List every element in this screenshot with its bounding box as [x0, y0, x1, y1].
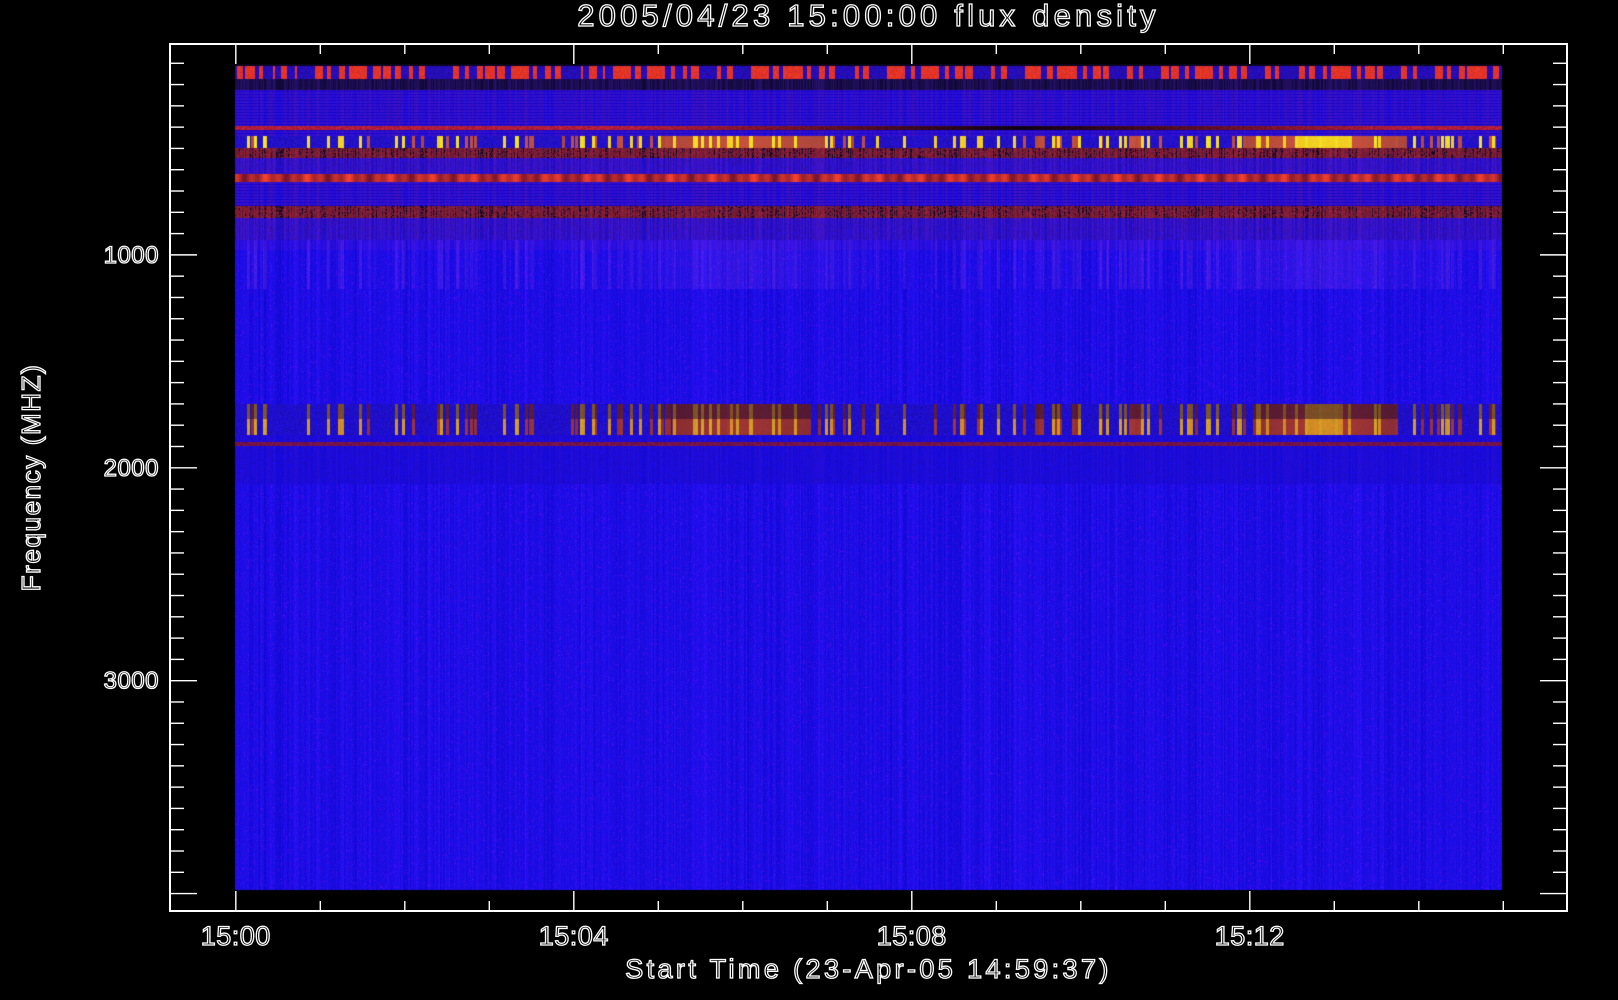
svg-text:15:12: 15:12	[1215, 921, 1285, 951]
svg-text:2000: 2000	[104, 455, 159, 482]
svg-text:Frequency (MHZ): Frequency (MHZ)	[16, 364, 46, 592]
svg-text:Start Time (23-Apr-05 14:59:37: Start Time (23-Apr-05 14:59:37)	[625, 954, 1112, 984]
svg-text:3000: 3000	[104, 668, 159, 695]
svg-text:15:04: 15:04	[539, 921, 609, 951]
svg-text:1000: 1000	[104, 242, 159, 269]
svg-text:15:08: 15:08	[877, 921, 947, 951]
svg-text:15:00: 15:00	[201, 921, 271, 951]
svg-text:2005/04/23 15:00:00 flux den: 2005/04/23 15:00:00 flux density	[577, 0, 1160, 33]
